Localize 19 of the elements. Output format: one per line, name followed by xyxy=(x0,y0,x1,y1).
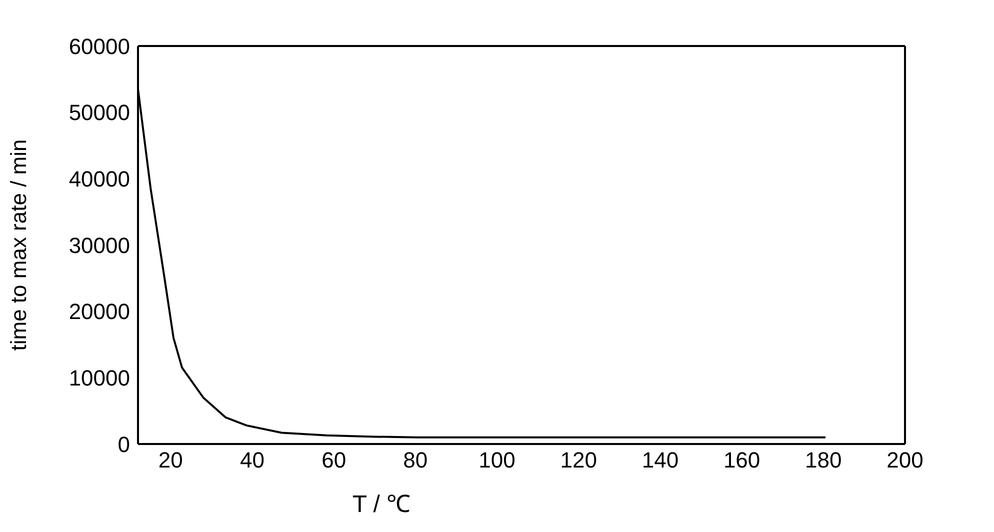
x-tick-label: 100 xyxy=(478,448,516,473)
y-tick-label: 30000 xyxy=(68,232,130,258)
y-tick-label: 10000 xyxy=(68,365,130,390)
y-tick-label: 20000 xyxy=(68,299,130,324)
x-tick-label: 180 xyxy=(805,448,842,473)
x-tick-label: 20 xyxy=(158,448,183,473)
y-tick-label: 50000 xyxy=(68,100,130,126)
y-tick-label: 0 xyxy=(118,432,130,457)
x-tick-label: 120 xyxy=(560,448,597,473)
x-tick-label: 40 xyxy=(240,448,264,473)
x-tick-label: 80 xyxy=(403,448,428,473)
y-tick-label: 60000 xyxy=(68,34,130,59)
x-tick-label: 200 xyxy=(886,448,924,473)
x-tick-label: 160 xyxy=(723,448,760,473)
x-tick-label: 140 xyxy=(642,448,679,473)
y-axis-title: time to max rate / min xyxy=(6,139,31,351)
x-tick-label: 60 xyxy=(322,448,346,473)
x-axis-title: T / ℃ xyxy=(352,491,411,518)
y-tick-label: 40000 xyxy=(68,166,130,192)
